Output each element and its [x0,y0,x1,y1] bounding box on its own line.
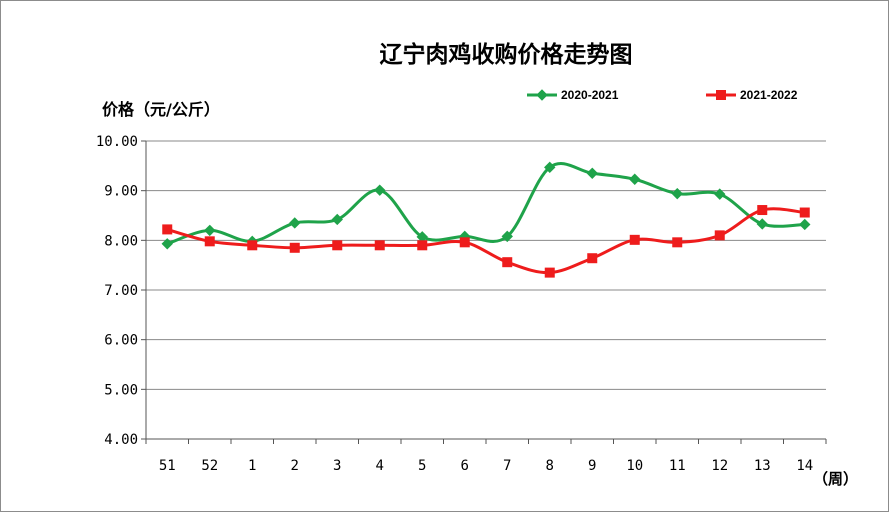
data-point [757,205,768,216]
data-point [331,213,343,226]
series-line [166,162,805,246]
legend-marker [536,89,548,101]
y-tick-label: 4.00 [104,432,138,448]
data-point [332,240,343,251]
x-tick-label: 11 [669,458,686,474]
data-point [501,230,513,243]
data-point [756,218,768,230]
legend-label: 2020-2021 [561,88,619,102]
series-line [166,207,805,275]
data-point [204,236,215,247]
data-point [799,218,811,231]
data-point [799,207,810,218]
grid [146,140,826,440]
data-point [162,224,173,235]
y-tick-label: 5.00 [104,382,138,398]
chart-title: 辽宁肉鸡收购价格走势图 [380,41,633,68]
data-point [629,173,641,185]
x-tick-label: 8 [546,458,554,474]
x-tick-label: 2 [291,458,299,474]
x-tick-label: 13 [754,458,771,474]
x-tick-label: 10 [626,458,643,474]
y-tick-label: 10.00 [96,134,138,150]
legend-label: 2021-2022 [740,88,798,102]
axes [141,140,827,444]
x-tick-label: 12 [711,458,728,474]
x-tick-label: 3 [333,458,341,474]
data-point [161,238,173,250]
data-point [586,167,598,179]
x-tick-label: 51 [159,458,176,474]
data-point [204,224,216,237]
series-layer [161,161,811,278]
data-point [374,184,386,196]
legend-item: 2021-2022 [706,88,798,102]
y-tick-label: 8.00 [104,233,138,249]
legend-marker [716,90,726,100]
x-tick-label: 7 [503,458,511,474]
data-point [289,217,301,229]
x-tick-label: 14 [796,458,813,474]
x-tick-label: 5 [418,458,426,474]
data-point [671,187,683,200]
data-point [289,242,300,253]
x-tick-label: 52 [201,458,218,474]
y-tick-label: 9.00 [104,184,138,200]
data-point [502,257,513,268]
x-tick-label: 4 [376,458,384,474]
legend-item: 2020-2021 [527,88,619,102]
x-tick-label: 6 [461,458,469,474]
data-point [629,234,640,245]
y-tick-label: 6.00 [104,333,138,349]
data-point [714,230,725,241]
data-point [544,161,556,174]
x-axis-label: （周） [813,470,858,488]
legend: 2020-2021 2021-2022 [527,88,798,102]
data-point [714,188,726,200]
data-point [587,253,598,264]
series-2021-2022 [162,205,810,278]
x-tick-label: 9 [588,458,596,474]
y-axis-label: 价格（元/公斤） [102,100,220,119]
data-point [459,237,470,248]
y-tick-label: 7.00 [104,283,138,299]
x-tick-label: 1 [248,458,256,474]
data-point [417,240,428,251]
data-point [374,240,385,251]
data-point [672,237,683,248]
data-point [247,240,258,251]
series-2020-2021 [161,161,811,250]
data-point [544,267,555,278]
